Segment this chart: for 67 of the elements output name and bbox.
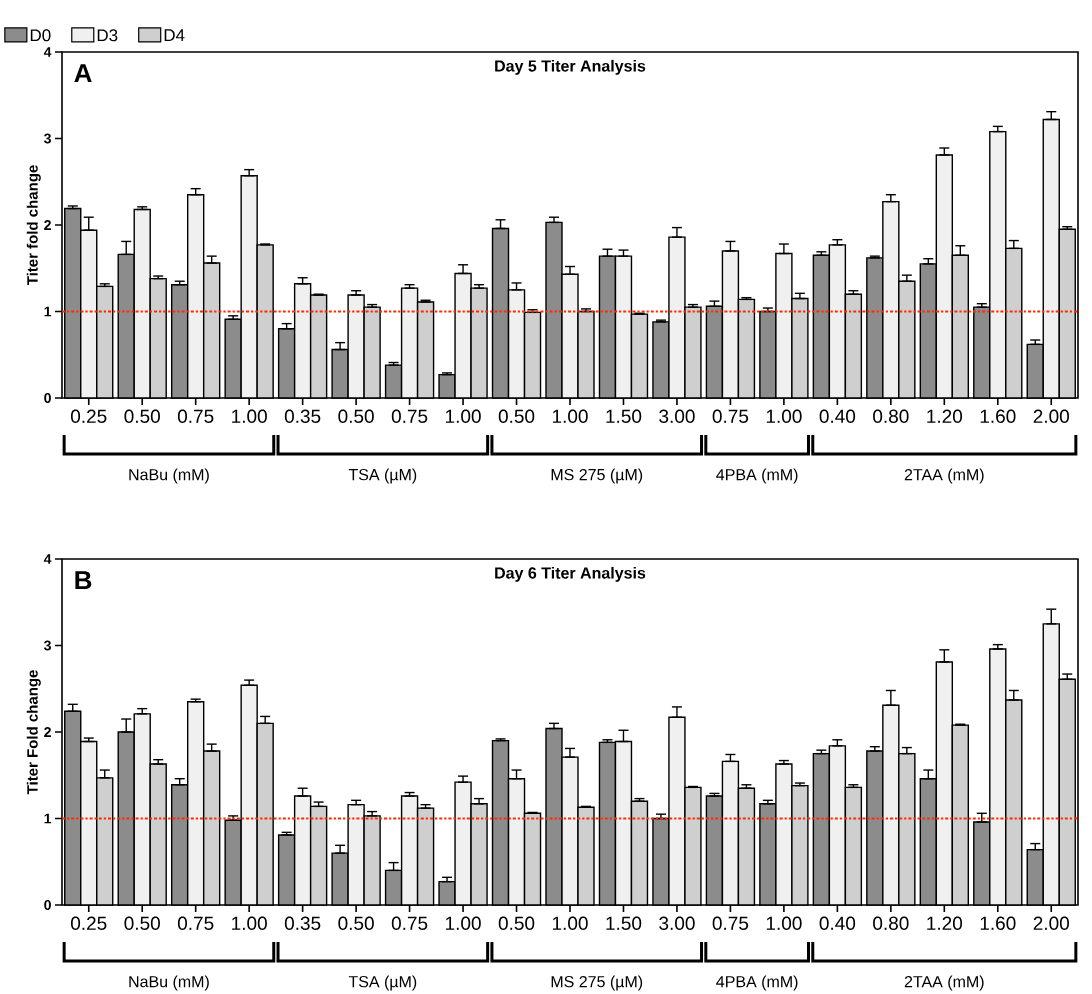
x-tick-label: 0.75 (177, 916, 214, 930)
x-tick-label: 1.00 (232, 409, 267, 423)
y-tick-label: 2 (44, 220, 51, 230)
x-tick-label: 1.20 (927, 409, 963, 423)
annotation: A (74, 64, 92, 83)
y-tick-label: 3 (44, 640, 51, 651)
chart-title: Day 6 Titer Analysis (495, 566, 646, 582)
text: 2TAA (mM) (904, 468, 984, 484)
y-axis-title: Titer fold change (26, 165, 41, 286)
annotation: B (75, 571, 92, 590)
x-tick-label: 0.25 (70, 916, 107, 930)
text: 2TAA (mM) (904, 975, 984, 991)
y-axis-title: Titer Fold change (26, 670, 41, 795)
text: MS 275 (µM) (551, 975, 643, 991)
text: 4PBA (mM) (716, 975, 798, 991)
x-tick-label: 1.00 (766, 916, 802, 930)
x-tick-label: 0.75 (391, 409, 428, 423)
y-tick-label: 1 (44, 306, 52, 317)
x-tick-label: 0.50 (498, 409, 535, 423)
x-tick-label: 0.75 (177, 409, 214, 423)
x-tick-label: 2.00 (1033, 409, 1069, 423)
x-tick-label: 0.80 (873, 916, 909, 930)
x-tick-label: 1.00 (446, 409, 481, 423)
y-tick-label: 4 (43, 47, 52, 57)
y-tick-label: 1 (44, 813, 52, 824)
text: MS 275 (µM) (551, 468, 643, 484)
x-tick-label: 1.60 (980, 409, 1016, 423)
x-tick-label: 0.75 (712, 409, 749, 423)
text: NaBu (mM) (129, 975, 209, 991)
x-tick-label: 0.50 (124, 409, 160, 423)
text: TSA (µM) (348, 975, 417, 991)
x-tick-label: 0.40 (819, 409, 856, 423)
x-tick-label: 0.50 (338, 916, 374, 930)
y-tick-label: 4 (43, 554, 52, 564)
legend-label: D0 (30, 29, 51, 42)
x-tick-label: 0.80 (873, 409, 909, 423)
x-tick-label: 1.50 (606, 916, 642, 930)
text: NaBu (mM) (129, 468, 209, 484)
x-tick-label: 0.35 (284, 409, 321, 423)
x-tick-label: 1.00 (232, 916, 267, 930)
x-tick-label: 0.75 (391, 916, 428, 930)
x-tick-label: 3.00 (659, 409, 695, 423)
x-tick-label: 0.50 (124, 916, 160, 930)
x-tick-label: 0.35 (284, 916, 321, 930)
x-tick-label: 1.00 (552, 409, 588, 423)
y-tick-label: 2 (44, 727, 51, 737)
x-tick-label: 1.50 (606, 409, 642, 423)
legend-label: D3 (97, 29, 118, 42)
chart-title: Day 5 Titer Analysis (495, 59, 646, 75)
x-tick-label: 1.00 (552, 916, 588, 930)
x-tick-label: 3.00 (659, 916, 695, 930)
x-tick-label: 0.75 (712, 916, 749, 930)
x-tick-label: 2.00 (1033, 916, 1069, 930)
text: TSA (µM) (348, 468, 417, 484)
x-tick-label: 0.50 (338, 409, 374, 423)
legend-label: D4 (164, 29, 185, 42)
x-tick-label: 1.20 (927, 916, 963, 930)
x-tick-label: 0.25 (70, 409, 107, 423)
y-tick-label: 0 (44, 393, 51, 403)
y-tick-label: 3 (44, 133, 51, 144)
x-tick-label: 1.60 (980, 916, 1016, 930)
x-tick-label: 0.50 (498, 916, 535, 930)
x-tick-label: 1.00 (446, 916, 481, 930)
y-tick-label: 0 (44, 900, 51, 910)
x-tick-label: 1.00 (766, 409, 802, 423)
text: 4PBA (mM) (716, 468, 798, 484)
x-tick-label: 0.40 (819, 916, 856, 930)
